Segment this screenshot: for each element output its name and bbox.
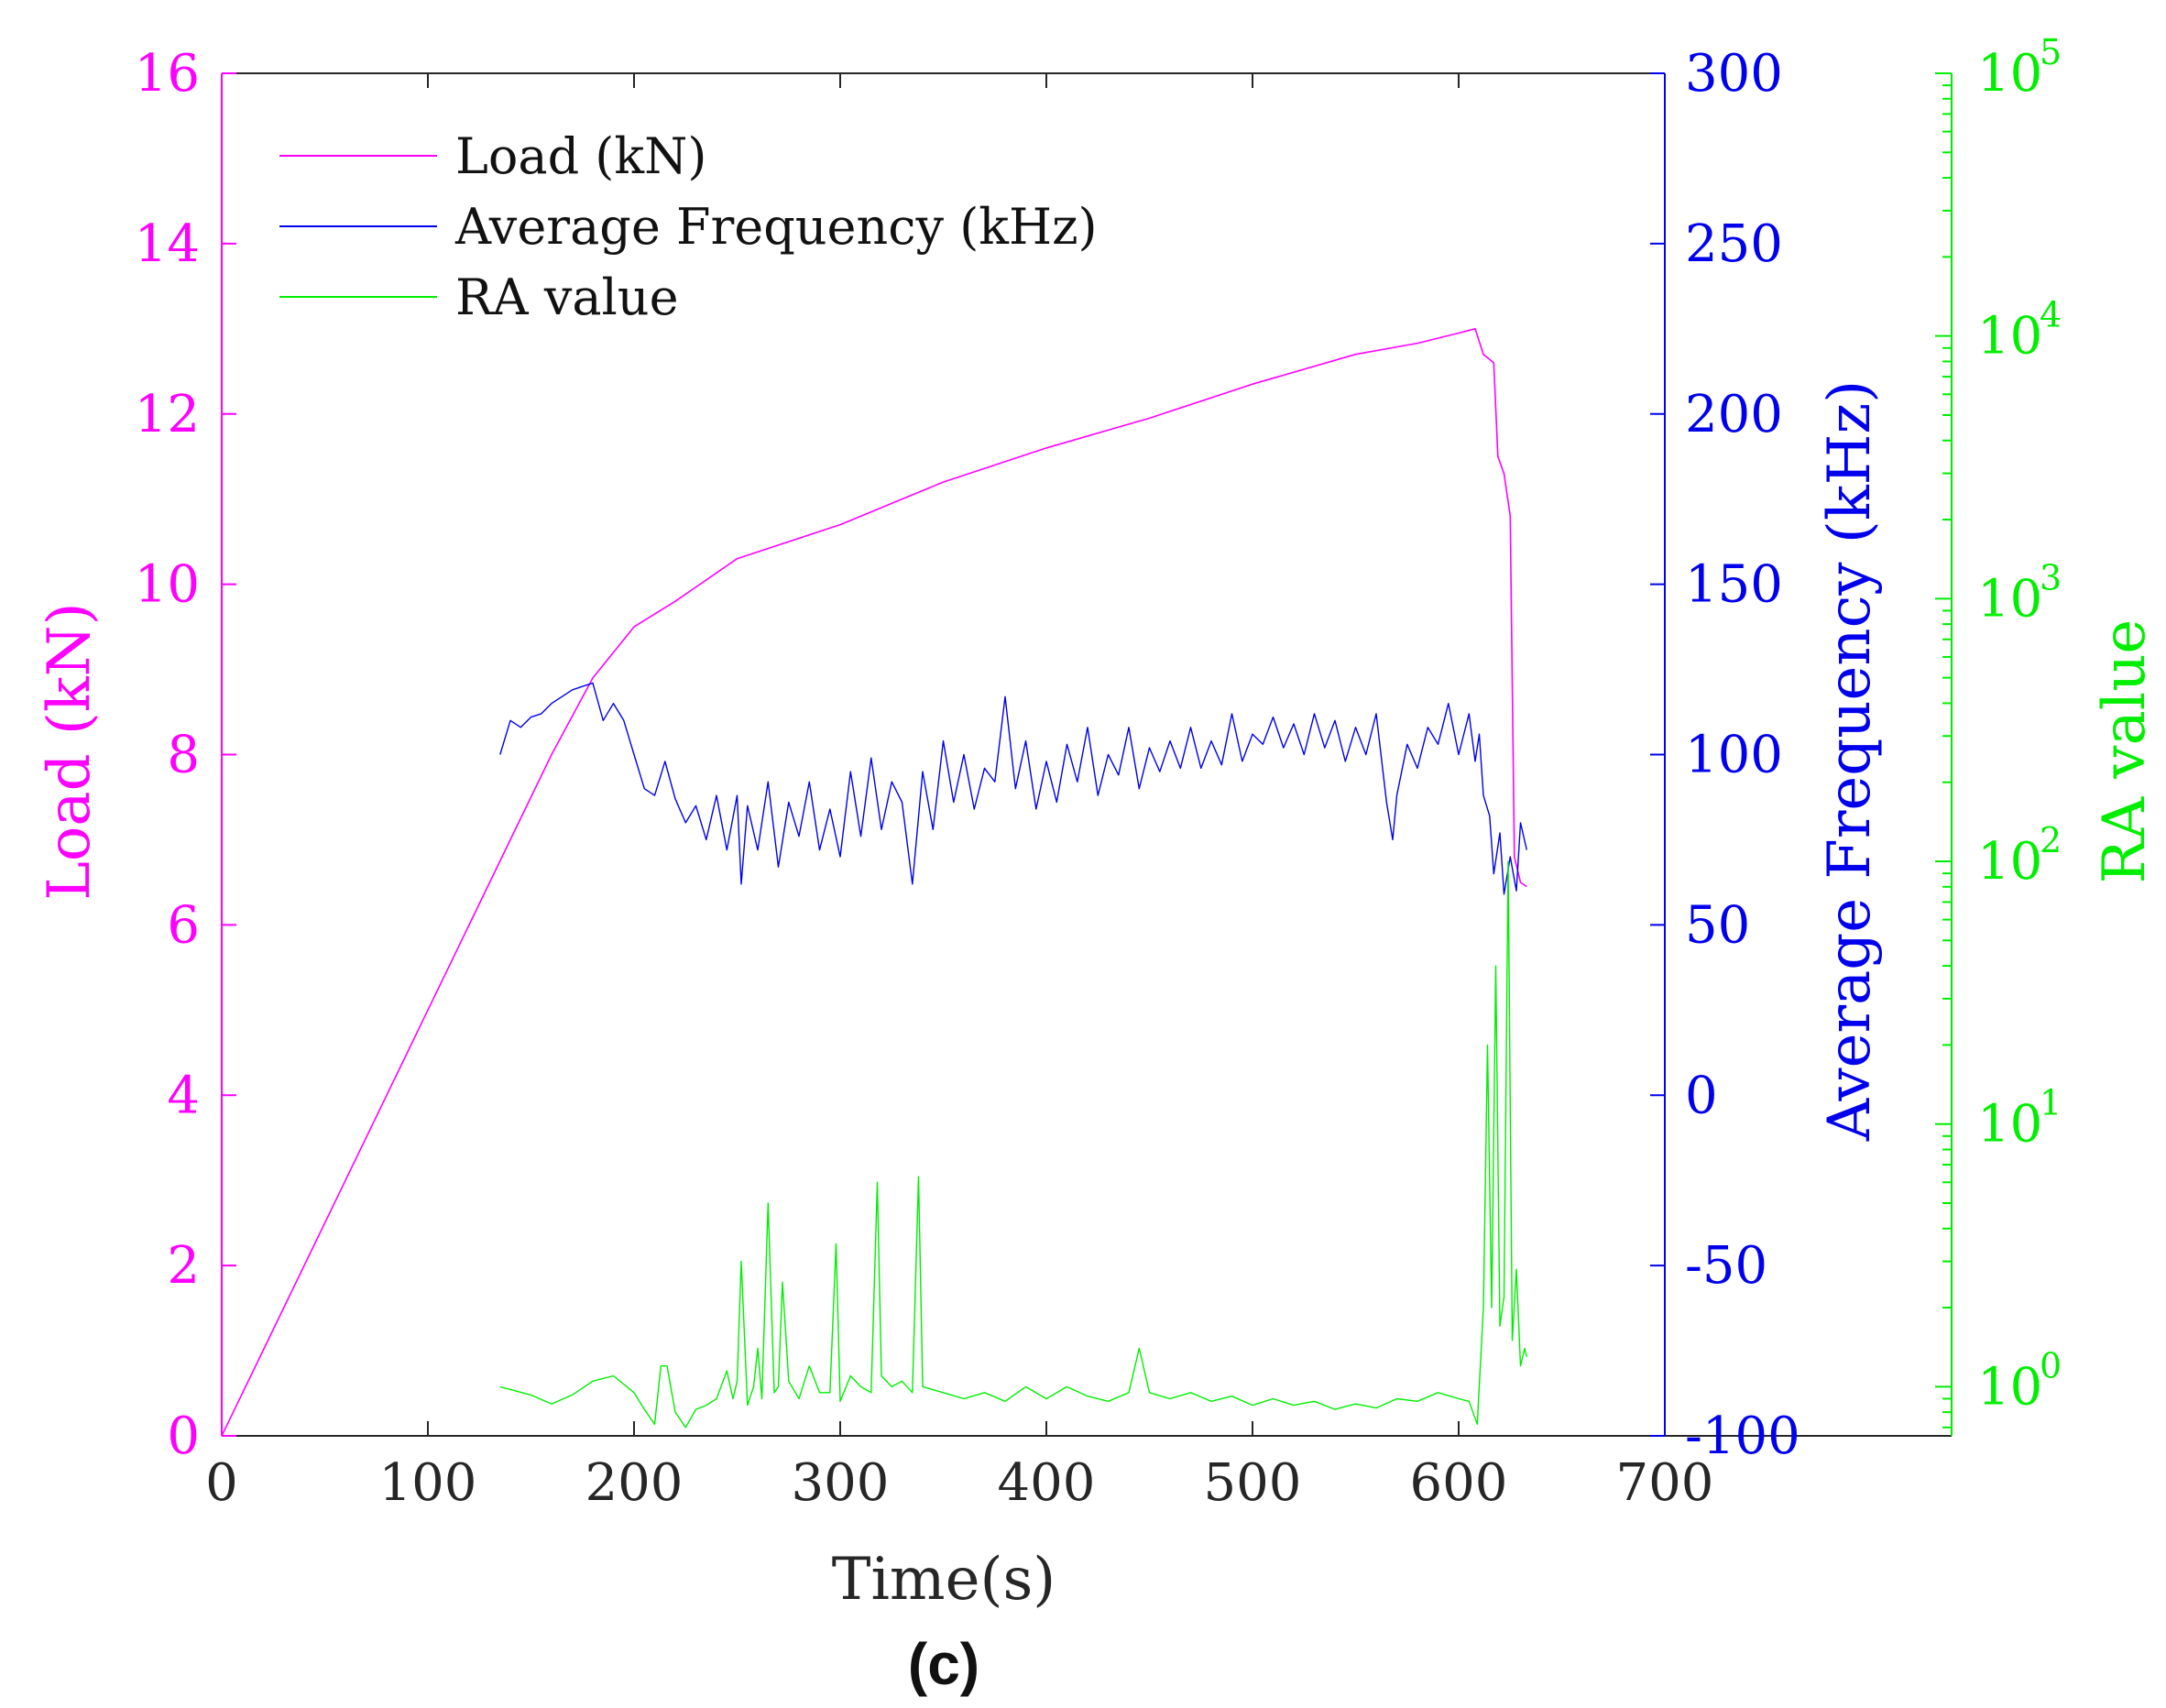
y-tick-label-load: 14	[135, 214, 200, 274]
y-tick-label-ra-value: 10	[1977, 307, 2042, 367]
y-tick-label-ra-value: 10	[1977, 832, 2042, 892]
y-tick-label-load: 16	[135, 44, 200, 104]
series-line-load	[221, 328, 1527, 1437]
plot-area	[221, 328, 1527, 1437]
y-tick-label-ra-value: 10	[1977, 1357, 2042, 1417]
legend: Load (kN) Average Frequency (kHz) RA value	[279, 127, 1098, 326]
y-tick-label-average-frequency: -50	[1685, 1236, 1767, 1296]
y-tick-label-average-frequency: 0	[1685, 1066, 1718, 1125]
y-tick-label-load: 6	[167, 895, 200, 955]
x-tick-label: 500	[1204, 1453, 1302, 1513]
y-tick-label-ra-value-exponent: 5	[2040, 32, 2062, 72]
y-tick-label-load: 0	[167, 1407, 200, 1466]
y-tick-label-load: 4	[167, 1066, 200, 1125]
y-tick-label-ra-value-exponent: 0	[2040, 1345, 2062, 1385]
y-tick-label-ra-value-exponent: 2	[2040, 820, 2062, 860]
y-tick-label-ra-value-exponent: 3	[2040, 557, 2062, 597]
y-tick-label-load: 12	[135, 385, 200, 444]
y-tick-label-average-frequency: 250	[1685, 214, 1783, 274]
y-tick-label-ra-value: 10	[1977, 569, 2042, 629]
y-tick-label-ra-value: 10	[1977, 44, 2042, 104]
x-tick-label: 100	[379, 1453, 477, 1513]
y-tick-label-load: 10	[135, 555, 200, 615]
legend-label-freq: Average Frequency (kHz)	[454, 198, 1098, 256]
x-tick-label: 600	[1410, 1453, 1508, 1513]
y-tick-label-ra-value-exponent: 4	[2040, 295, 2062, 335]
legend-label-load: Load (kN)	[455, 127, 706, 185]
y-tick-label-average-frequency: -100	[1685, 1407, 1800, 1466]
y-tick-label-average-frequency: 150	[1685, 555, 1783, 615]
y-axis-label-ra-value: RA value	[2091, 619, 2159, 884]
x-tick-label: 200	[585, 1453, 684, 1513]
y-tick-label-average-frequency: 50	[1685, 895, 1750, 955]
series-line-ra-value	[499, 860, 1527, 1429]
y-tick-label-load: 8	[167, 726, 200, 785]
x-tick-label: 300	[792, 1453, 890, 1513]
y-axis-label-average-frequency: Average Frequency (kHz)	[1816, 380, 1884, 1142]
legend-label-ra: RA value	[455, 268, 679, 326]
y-tick-label-average-frequency: 300	[1685, 44, 1783, 104]
y-tick-label-ra-value-exponent: 1	[2040, 1083, 2062, 1123]
y-tick-label-ra-value: 10	[1977, 1095, 2042, 1155]
series-line-average-frequency	[499, 682, 1527, 895]
x-tick-label: 400	[998, 1453, 1096, 1513]
y-tick-label-load: 2	[167, 1236, 200, 1296]
x-tick-label: 0	[205, 1453, 238, 1513]
y-tick-label-average-frequency: 100	[1685, 726, 1783, 785]
y-tick-label-average-frequency: 200	[1685, 385, 1783, 444]
y-axis-label-load: Load (kN)	[36, 602, 104, 900]
figure-caption: (c)	[908, 1631, 979, 1697]
x-tick-label: 700	[1616, 1453, 1714, 1513]
x-axis-label: Time(s)	[832, 1546, 1056, 1614]
